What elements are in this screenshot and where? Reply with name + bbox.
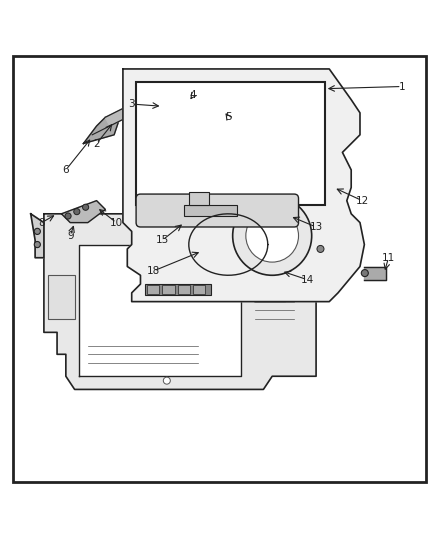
Circle shape <box>65 213 71 219</box>
Text: 14: 14 <box>300 274 313 285</box>
Polygon shape <box>31 214 44 258</box>
Polygon shape <box>136 82 324 205</box>
Text: 8: 8 <box>38 217 45 228</box>
Polygon shape <box>364 266 385 280</box>
Text: 9: 9 <box>67 231 74 241</box>
Text: 13: 13 <box>309 222 322 232</box>
Bar <box>188 192 208 205</box>
Polygon shape <box>61 200 105 223</box>
Text: 10: 10 <box>110 217 123 228</box>
Circle shape <box>74 208 80 215</box>
Text: 6: 6 <box>62 165 69 175</box>
Text: 11: 11 <box>381 253 394 263</box>
Polygon shape <box>105 108 127 126</box>
Bar <box>177 285 190 294</box>
Polygon shape <box>44 214 315 390</box>
Circle shape <box>245 209 298 262</box>
Text: 3: 3 <box>128 99 135 109</box>
Polygon shape <box>123 69 364 302</box>
Text: 2: 2 <box>93 139 100 149</box>
Text: 5: 5 <box>224 112 231 122</box>
Circle shape <box>82 204 88 211</box>
Text: 4: 4 <box>189 90 196 100</box>
Polygon shape <box>263 82 324 170</box>
Text: 18: 18 <box>147 266 160 276</box>
Circle shape <box>205 106 215 116</box>
Circle shape <box>161 106 172 116</box>
Circle shape <box>274 286 287 300</box>
Polygon shape <box>79 245 241 376</box>
Text: 12: 12 <box>355 196 368 206</box>
Bar <box>184 205 237 216</box>
Circle shape <box>360 270 367 277</box>
Circle shape <box>316 245 323 253</box>
Bar <box>145 284 210 295</box>
Text: 15: 15 <box>155 235 169 245</box>
Circle shape <box>183 103 194 114</box>
Bar <box>147 285 159 294</box>
Circle shape <box>232 196 311 275</box>
Bar <box>193 285 205 294</box>
Circle shape <box>163 377 170 384</box>
Polygon shape <box>153 104 228 122</box>
Circle shape <box>274 260 287 273</box>
Circle shape <box>34 241 40 248</box>
Bar <box>48 275 74 319</box>
Bar <box>162 285 174 294</box>
Circle shape <box>34 228 40 235</box>
FancyBboxPatch shape <box>136 194 298 227</box>
Text: 1: 1 <box>397 82 404 92</box>
Polygon shape <box>83 117 118 143</box>
